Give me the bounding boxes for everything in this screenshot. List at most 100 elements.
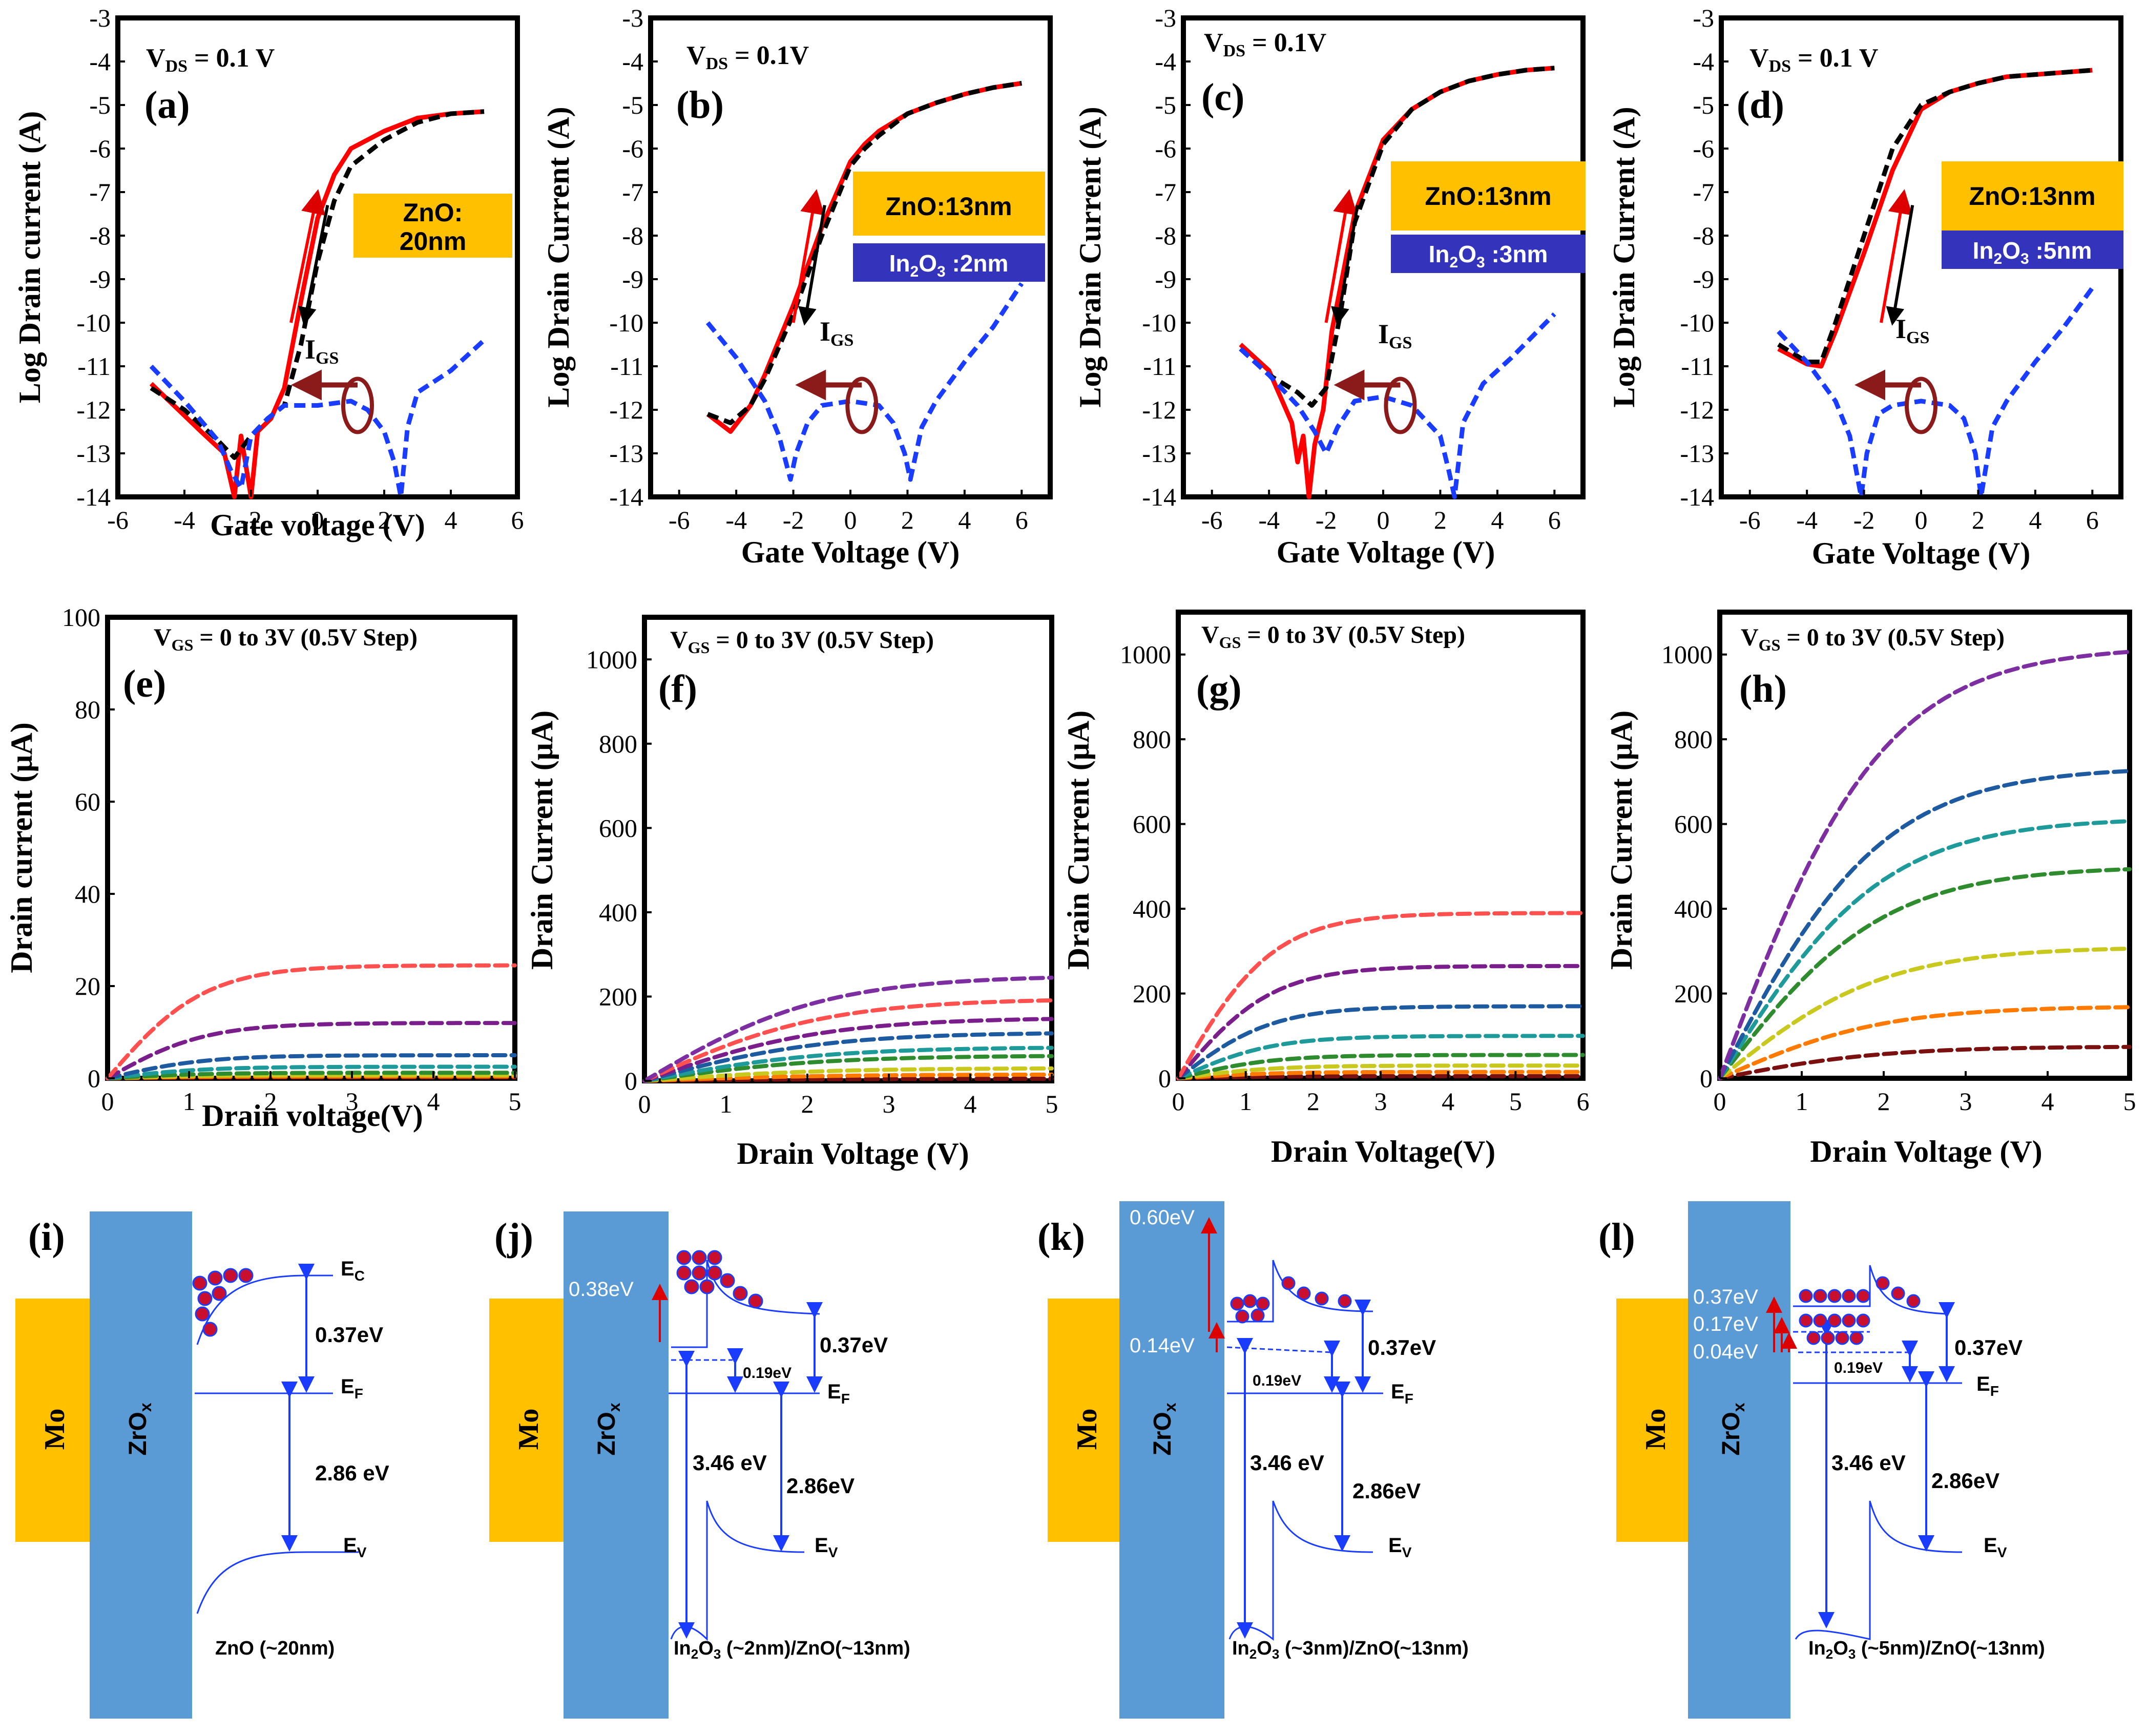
y-tick-label: 80: [75, 695, 100, 724]
panel-label: (e): [123, 662, 166, 705]
legend-line-1: ZnO:13nm: [1969, 182, 2095, 211]
vgs-curve-4: [642, 1045, 1054, 1083]
offset-value: 0.37eV: [820, 1333, 888, 1357]
x-tick-label: -6: [1201, 506, 1223, 534]
panel-label: (g): [1196, 667, 1242, 710]
series-IGS-line: [149, 338, 486, 499]
panel-label: (a): [144, 83, 190, 127]
x-tick-label: 3: [883, 1090, 895, 1118]
series-marks: [1239, 66, 1556, 499]
y-tick-label: 400: [1133, 894, 1171, 923]
y-tick-label: -10: [1680, 308, 1714, 337]
y-tick-label: -10: [76, 308, 111, 337]
x-tick-label: 0: [1714, 1087, 1726, 1116]
y-axis-label: Log Drain Current (A): [541, 107, 575, 407]
panel-k-band-diagram: (k) Mo ZrOx 0.60eV 0.14eV 0.19eV 0.37eV …: [1037, 1201, 1469, 1719]
x-tick-label: 2: [378, 506, 391, 534]
electron-dot: [1891, 1286, 1905, 1301]
x-tick-label: 3: [1374, 1087, 1387, 1116]
electron-dot: [699, 1279, 715, 1294]
igs-label: IGS: [820, 316, 853, 350]
x-axis-label: Drain Voltage (V): [1810, 1135, 2042, 1168]
vgs-curve-6: [106, 1021, 517, 1080]
vgs-curve-6: [1176, 964, 1585, 1080]
valence-band: [196, 1551, 359, 1614]
series-reverse-line: [150, 109, 485, 460]
y-tick-label: 200: [599, 982, 637, 1011]
electron-dot: [202, 1322, 218, 1337]
electron-dot: [692, 1265, 707, 1281]
forward-sweep-arrow: [289, 189, 326, 323]
y-tick-label: -4: [622, 47, 643, 76]
x-tick-label: 0: [1915, 506, 1928, 534]
y-tick-label: -10: [609, 308, 643, 337]
electron-dot: [720, 1273, 735, 1288]
x-tick-label: 4: [964, 1090, 977, 1118]
panel-d-transfer: VDS = 0.1 V (d) ZnO:13nm In2O3 :5nm IGS …: [1607, 4, 2123, 570]
vgs-curve-7: [1176, 911, 1585, 1080]
electron-dot: [1315, 1291, 1329, 1306]
panel-h-output: VGS = 0 to 3V (0.5V Step) (h) 0 1 2 3 4 5 0 200…: [1605, 610, 2136, 1168]
vgs-curve-8: [642, 975, 1054, 1083]
x-tick-label: 2: [1878, 1087, 1890, 1116]
axes: -6 -4 -2 0 2 4 6 -14 -13 -12 -11 -10 -9 -8 -7 -6 -5 -4 -3: [1142, 4, 1560, 534]
vgs-curve-7: [106, 963, 517, 1080]
x-tick-label: 1: [1796, 1087, 1808, 1116]
y-axis-label: Drain current (μA): [5, 722, 38, 973]
x-tick-label: 6: [511, 506, 524, 534]
electron-dot: [1842, 1289, 1856, 1303]
x-tick-label: 0: [1377, 506, 1390, 534]
gap-value: 2.86eV: [1352, 1479, 1421, 1503]
panel-label: (d): [1737, 83, 1784, 127]
electron-dot: [1906, 1294, 1921, 1308]
x-tick-label: 6: [1577, 1087, 1590, 1116]
ec-label: EC: [341, 1258, 365, 1284]
y-tick-label: -12: [1680, 395, 1714, 424]
legend-line-1: ZnO:13nm: [885, 192, 1012, 221]
mo-contact: [15, 1299, 90, 1542]
axes: 0 1 2 3 4 5 0 200 400 600 800 1000: [1661, 640, 2136, 1116]
electron-dot: [1281, 1276, 1296, 1290]
vgs-curve-5: [1176, 1004, 1585, 1080]
y-tick-label: -4: [89, 47, 111, 76]
offset-value: 0.37eV: [1954, 1335, 2023, 1359]
side-energy-bottom: 0.14eV: [1130, 1334, 1195, 1357]
electron-dot: [1235, 1309, 1249, 1324]
series-marks: [705, 81, 1024, 482]
electron-dot: [676, 1265, 692, 1281]
vgs-curve-5: [642, 1031, 1054, 1083]
x-tick-label: 2: [1307, 1087, 1320, 1116]
y-tick-label: -6: [89, 134, 111, 163]
electron-dot: [733, 1286, 748, 1301]
panel-j-band-diagram: (j) Mo ZrOx 0.38eV 0.19eV 0.37eV 3.46 eV…: [489, 1211, 910, 1719]
y-axis-label: Drain Current (μA): [525, 710, 559, 970]
ef-label: EF: [341, 1375, 363, 1402]
offset-value: 0.37eV: [1368, 1335, 1436, 1359]
y-tick-label: 1000: [1661, 640, 1713, 669]
x-tick-label: 2: [801, 1090, 814, 1118]
legend-box: [1391, 161, 1586, 231]
panel-label: (h): [1739, 667, 1787, 710]
y-tick-label: 1000: [1120, 640, 1171, 669]
series-marks: [106, 963, 517, 1080]
plot-frame: [642, 615, 1054, 1083]
series-forward-line: [1239, 66, 1555, 499]
x-axis-label: Gate Voltage (V): [741, 535, 960, 569]
x-tick-label: 5: [2123, 1087, 2136, 1116]
vgs-curve-1: [642, 1072, 1054, 1083]
in2o3-level: [1226, 1346, 1332, 1353]
axes: -6 -4 -2 0 2 4 6 -14 -13 -12 -11 -10 -9 -8 -7 -6 -5 -4 -3: [1680, 4, 2098, 534]
x-tick-label: 4: [445, 506, 457, 534]
x-axis-label: Drain voltage(V): [202, 1099, 423, 1133]
ef-label: EF: [1976, 1373, 1999, 1399]
series-IGS-line: [1239, 312, 1556, 499]
reverse-sweep-arrow: [1331, 204, 1359, 326]
mo-contact: [489, 1299, 564, 1542]
igs-label: IGS: [305, 334, 339, 368]
x-axis-label: Gate Voltage (V): [1812, 536, 2031, 570]
vgs-curve-3: [1176, 1053, 1585, 1080]
x-tick-label: 0: [844, 506, 857, 534]
mo-label: Mo: [1071, 1409, 1103, 1450]
electron-dot: [748, 1293, 763, 1309]
panel-label: (i): [28, 1216, 65, 1259]
